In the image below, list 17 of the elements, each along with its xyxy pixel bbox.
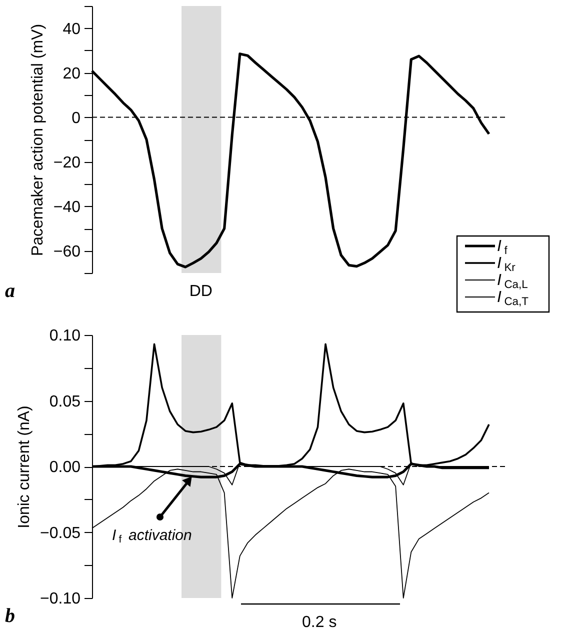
y-tick-label: −60 bbox=[53, 243, 81, 260]
text: DD bbox=[189, 283, 212, 300]
y-axis-title: Ionic current (nA) bbox=[16, 406, 34, 528]
y-tick-label: 0.00 bbox=[49, 459, 81, 476]
y-tick-label: 0.05 bbox=[49, 393, 81, 410]
y-tick-label: −20 bbox=[53, 154, 81, 172]
y-tick-label: −0.10 bbox=[40, 590, 81, 608]
y-tick-label: 40 bbox=[62, 20, 81, 38]
y-tick-label: 0 bbox=[72, 110, 81, 127]
y-tick-label: −40 bbox=[53, 198, 81, 216]
y-tick-label: −0.05 bbox=[40, 524, 81, 542]
text: b bbox=[5, 605, 15, 627]
y-tick-label: 20 bbox=[62, 65, 81, 82]
text: 0.2 s bbox=[302, 614, 337, 631]
text: a bbox=[5, 280, 15, 302]
y-tick-label: 0.10 bbox=[49, 328, 81, 344]
y-axis-title: Pacemaker action potential (mV) bbox=[29, 24, 46, 256]
